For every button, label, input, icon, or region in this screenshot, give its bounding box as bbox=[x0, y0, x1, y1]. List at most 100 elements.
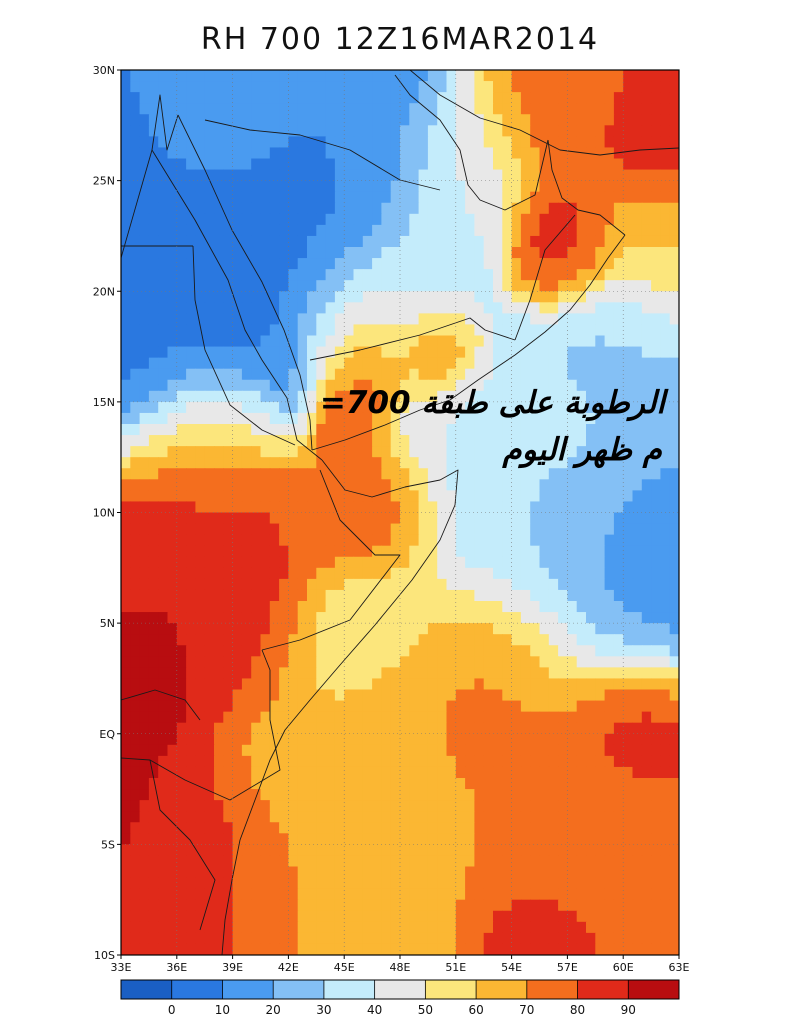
rh-cell bbox=[483, 512, 494, 525]
rh-cell bbox=[297, 280, 308, 292]
rh-cell bbox=[576, 722, 587, 735]
rh-cell bbox=[660, 147, 671, 160]
rh-cell bbox=[520, 645, 531, 657]
rh-cell bbox=[520, 722, 531, 735]
rh-cell bbox=[334, 247, 345, 259]
rh-cell bbox=[465, 324, 475, 337]
rh-cell bbox=[158, 722, 169, 735]
rh-cell bbox=[502, 70, 513, 82]
rh-cell bbox=[334, 213, 345, 226]
rh-cell bbox=[465, 70, 475, 82]
rh-cell bbox=[204, 766, 215, 779]
rh-cell bbox=[465, 921, 475, 934]
rh-cell bbox=[493, 446, 503, 458]
rh-cell bbox=[121, 778, 131, 790]
rh-cell bbox=[204, 213, 215, 226]
rh-cell bbox=[353, 291, 364, 303]
rh-cell bbox=[372, 313, 382, 326]
rh-cell bbox=[334, 567, 345, 580]
rh-cell bbox=[418, 855, 429, 868]
rh-cell bbox=[223, 412, 234, 425]
rh-cell bbox=[167, 147, 178, 160]
rh-cell bbox=[548, 479, 559, 491]
rh-cell bbox=[604, 932, 615, 945]
rh-cell bbox=[539, 125, 550, 137]
rh-cell bbox=[186, 125, 196, 137]
rh-cell bbox=[586, 70, 596, 82]
rh-cell bbox=[604, 855, 615, 868]
rh-cell bbox=[269, 866, 280, 879]
rh-cell bbox=[586, 601, 596, 613]
rh-cell bbox=[613, 700, 624, 713]
rh-cell bbox=[297, 534, 308, 547]
rh-cell bbox=[530, 678, 541, 691]
rh-cell bbox=[520, 833, 531, 845]
rh-cell bbox=[465, 578, 475, 591]
rh-cell bbox=[325, 589, 336, 602]
rh-cell bbox=[251, 512, 262, 525]
rh-cell bbox=[223, 235, 234, 248]
rh-cell bbox=[520, 678, 531, 691]
rh-cell bbox=[604, 877, 615, 890]
rh-cell bbox=[130, 424, 141, 436]
rh-cell bbox=[288, 623, 299, 635]
rh-cell bbox=[623, 866, 634, 879]
rh-cell bbox=[158, 578, 169, 591]
rh-cell bbox=[251, 490, 262, 503]
rh-cell bbox=[418, 213, 429, 226]
rh-cell bbox=[483, 689, 494, 702]
rh-cell bbox=[381, 280, 392, 292]
rh-cell bbox=[548, 313, 559, 326]
rh-cell bbox=[660, 733, 671, 746]
rh-cell bbox=[316, 191, 327, 204]
rh-cell bbox=[641, 711, 652, 724]
rh-cell bbox=[446, 490, 457, 503]
rh-cell bbox=[260, 921, 271, 934]
rh-cell bbox=[613, 589, 624, 602]
rh-cell bbox=[353, 932, 364, 945]
rh-cell bbox=[446, 556, 457, 569]
rh-cell bbox=[334, 81, 345, 93]
rh-cell bbox=[195, 169, 206, 182]
rh-cell bbox=[223, 910, 234, 923]
rh-cell bbox=[446, 733, 457, 746]
rh-cell bbox=[260, 888, 271, 901]
rh-cell bbox=[390, 81, 401, 93]
rh-cell bbox=[669, 457, 679, 469]
rh-cell bbox=[548, 213, 559, 226]
rh-cell bbox=[195, 623, 206, 635]
rh-cell bbox=[651, 733, 661, 746]
rh-cell bbox=[465, 479, 475, 491]
rh-cell bbox=[325, 269, 336, 281]
rh-cell bbox=[576, 877, 587, 890]
rh-cell bbox=[493, 678, 503, 691]
rh-cell bbox=[269, 103, 280, 115]
rh-cell bbox=[474, 169, 485, 182]
rh-cell bbox=[223, 424, 234, 436]
rh-cell bbox=[139, 844, 150, 857]
rh-cell bbox=[167, 678, 178, 691]
rh-cell bbox=[632, 877, 643, 890]
rh-cell bbox=[409, 800, 420, 812]
rh-cell bbox=[567, 711, 578, 724]
rh-cell bbox=[186, 468, 196, 480]
rh-cell bbox=[195, 523, 206, 536]
rh-cell bbox=[353, 689, 364, 702]
rh-cell bbox=[623, 92, 634, 104]
rh-cell bbox=[623, 269, 634, 281]
rh-cell bbox=[651, 678, 661, 691]
rh-cell bbox=[334, 280, 345, 292]
rh-cell bbox=[307, 567, 317, 580]
rh-cell bbox=[539, 766, 550, 779]
rh-cell bbox=[558, 169, 568, 182]
rh-cell bbox=[520, 744, 531, 757]
rh-cell bbox=[567, 302, 578, 314]
rh-cell bbox=[474, 401, 485, 414]
rh-cell bbox=[297, 589, 308, 602]
rh-cell bbox=[576, 224, 587, 237]
rh-cell bbox=[483, 224, 494, 237]
rh-cell bbox=[418, 766, 429, 779]
rh-cell bbox=[613, 235, 624, 248]
rh-cell bbox=[307, 92, 317, 104]
rh-cell bbox=[586, 744, 596, 757]
